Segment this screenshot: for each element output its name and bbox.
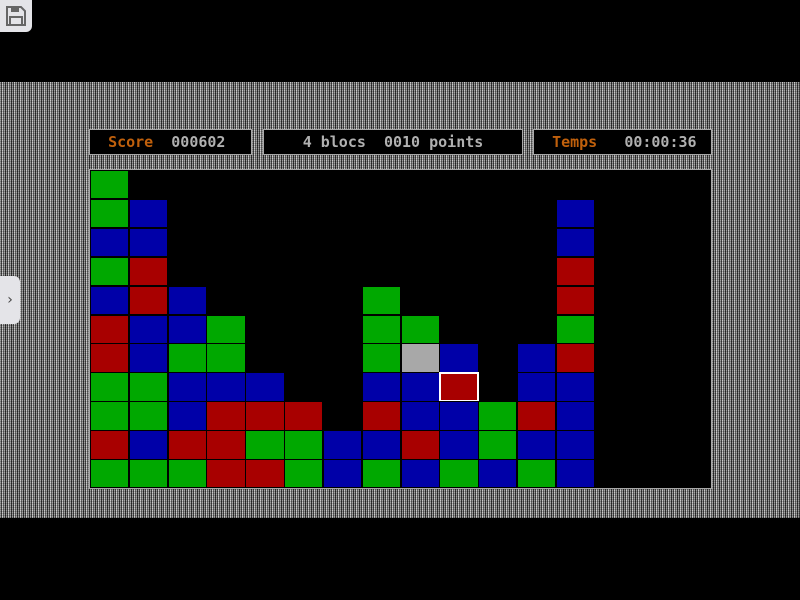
block[interactable] xyxy=(90,314,130,344)
block[interactable] xyxy=(90,198,130,229)
block[interactable] xyxy=(439,459,479,489)
block[interactable] xyxy=(322,459,363,489)
block[interactable] xyxy=(128,430,169,460)
game-board[interactable] xyxy=(89,169,712,489)
block[interactable] xyxy=(128,256,169,287)
score-panel: Score 000602 xyxy=(89,129,252,155)
block[interactable] xyxy=(206,401,246,431)
block[interactable] xyxy=(555,198,596,229)
block[interactable] xyxy=(128,198,169,229)
chevron-right-icon: › xyxy=(7,292,13,308)
block[interactable] xyxy=(361,343,401,373)
block[interactable] xyxy=(284,430,324,460)
block[interactable] xyxy=(90,170,130,200)
block[interactable] xyxy=(206,372,246,402)
block[interactable] xyxy=(167,430,207,460)
block[interactable] xyxy=(90,227,130,258)
block[interactable] xyxy=(516,401,557,431)
block[interactable] xyxy=(284,459,324,489)
block[interactable] xyxy=(128,401,169,431)
block[interactable] xyxy=(400,459,440,489)
block[interactable] xyxy=(555,343,596,373)
block[interactable] xyxy=(478,459,518,489)
block[interactable] xyxy=(128,459,169,489)
block[interactable] xyxy=(322,430,363,460)
save-button[interactable] xyxy=(0,0,32,32)
block[interactable] xyxy=(90,372,130,402)
block[interactable] xyxy=(516,430,557,460)
block[interactable] xyxy=(400,401,440,431)
block[interactable] xyxy=(128,227,169,258)
block[interactable] xyxy=(555,372,596,402)
block[interactable] xyxy=(167,401,207,431)
block[interactable] xyxy=(128,343,169,373)
selection-text: 4 blocs 0010 points xyxy=(302,133,484,151)
block[interactable] xyxy=(555,285,596,316)
block[interactable] xyxy=(516,459,557,489)
block[interactable] xyxy=(439,372,479,402)
block[interactable] xyxy=(555,256,596,287)
block[interactable] xyxy=(439,343,479,373)
block[interactable] xyxy=(555,314,596,344)
block[interactable] xyxy=(90,343,130,373)
block[interactable] xyxy=(167,459,207,489)
block[interactable] xyxy=(167,372,207,402)
block[interactable] xyxy=(167,343,207,373)
block[interactable] xyxy=(245,430,285,460)
block[interactable] xyxy=(400,314,440,344)
block[interactable] xyxy=(284,401,324,431)
score-value: 000602 xyxy=(171,133,226,151)
block[interactable] xyxy=(555,459,596,489)
block[interactable] xyxy=(167,285,207,316)
block[interactable] xyxy=(361,314,401,344)
block[interactable] xyxy=(478,401,518,431)
block[interactable] xyxy=(400,343,440,373)
block[interactable] xyxy=(206,343,246,373)
block[interactable] xyxy=(361,401,401,431)
block[interactable] xyxy=(361,459,401,489)
block[interactable] xyxy=(555,401,596,431)
block[interactable] xyxy=(516,372,557,402)
block[interactable] xyxy=(245,372,285,402)
score-label: Score xyxy=(108,133,154,151)
selection-panel: 4 blocs 0010 points xyxy=(263,129,523,155)
block[interactable] xyxy=(555,430,596,460)
block[interactable] xyxy=(90,256,130,287)
block[interactable] xyxy=(245,401,285,431)
block[interactable] xyxy=(206,459,246,489)
block[interactable] xyxy=(516,343,557,373)
block[interactable] xyxy=(206,314,246,344)
block[interactable] xyxy=(400,372,440,402)
block[interactable] xyxy=(478,430,518,460)
block[interactable] xyxy=(400,430,440,460)
side-panel-toggle[interactable]: › xyxy=(0,276,20,324)
time-label: Temps xyxy=(552,133,598,151)
block[interactable] xyxy=(90,430,130,460)
block[interactable] xyxy=(555,227,596,258)
time-panel: Temps 00:00:36 xyxy=(533,129,712,155)
block[interactable] xyxy=(439,401,479,431)
block[interactable] xyxy=(128,314,169,344)
block[interactable] xyxy=(439,430,479,460)
block[interactable] xyxy=(90,285,130,316)
block[interactable] xyxy=(361,285,401,316)
floppy-disk-icon xyxy=(6,6,26,26)
block[interactable] xyxy=(361,430,401,460)
block[interactable] xyxy=(90,401,130,431)
time-value: 00:00:36 xyxy=(624,133,697,151)
block[interactable] xyxy=(167,314,207,344)
block[interactable] xyxy=(206,430,246,460)
block[interactable] xyxy=(128,372,169,402)
block[interactable] xyxy=(90,459,130,489)
block[interactable] xyxy=(128,285,169,316)
block[interactable] xyxy=(361,372,401,402)
block[interactable] xyxy=(245,459,285,489)
